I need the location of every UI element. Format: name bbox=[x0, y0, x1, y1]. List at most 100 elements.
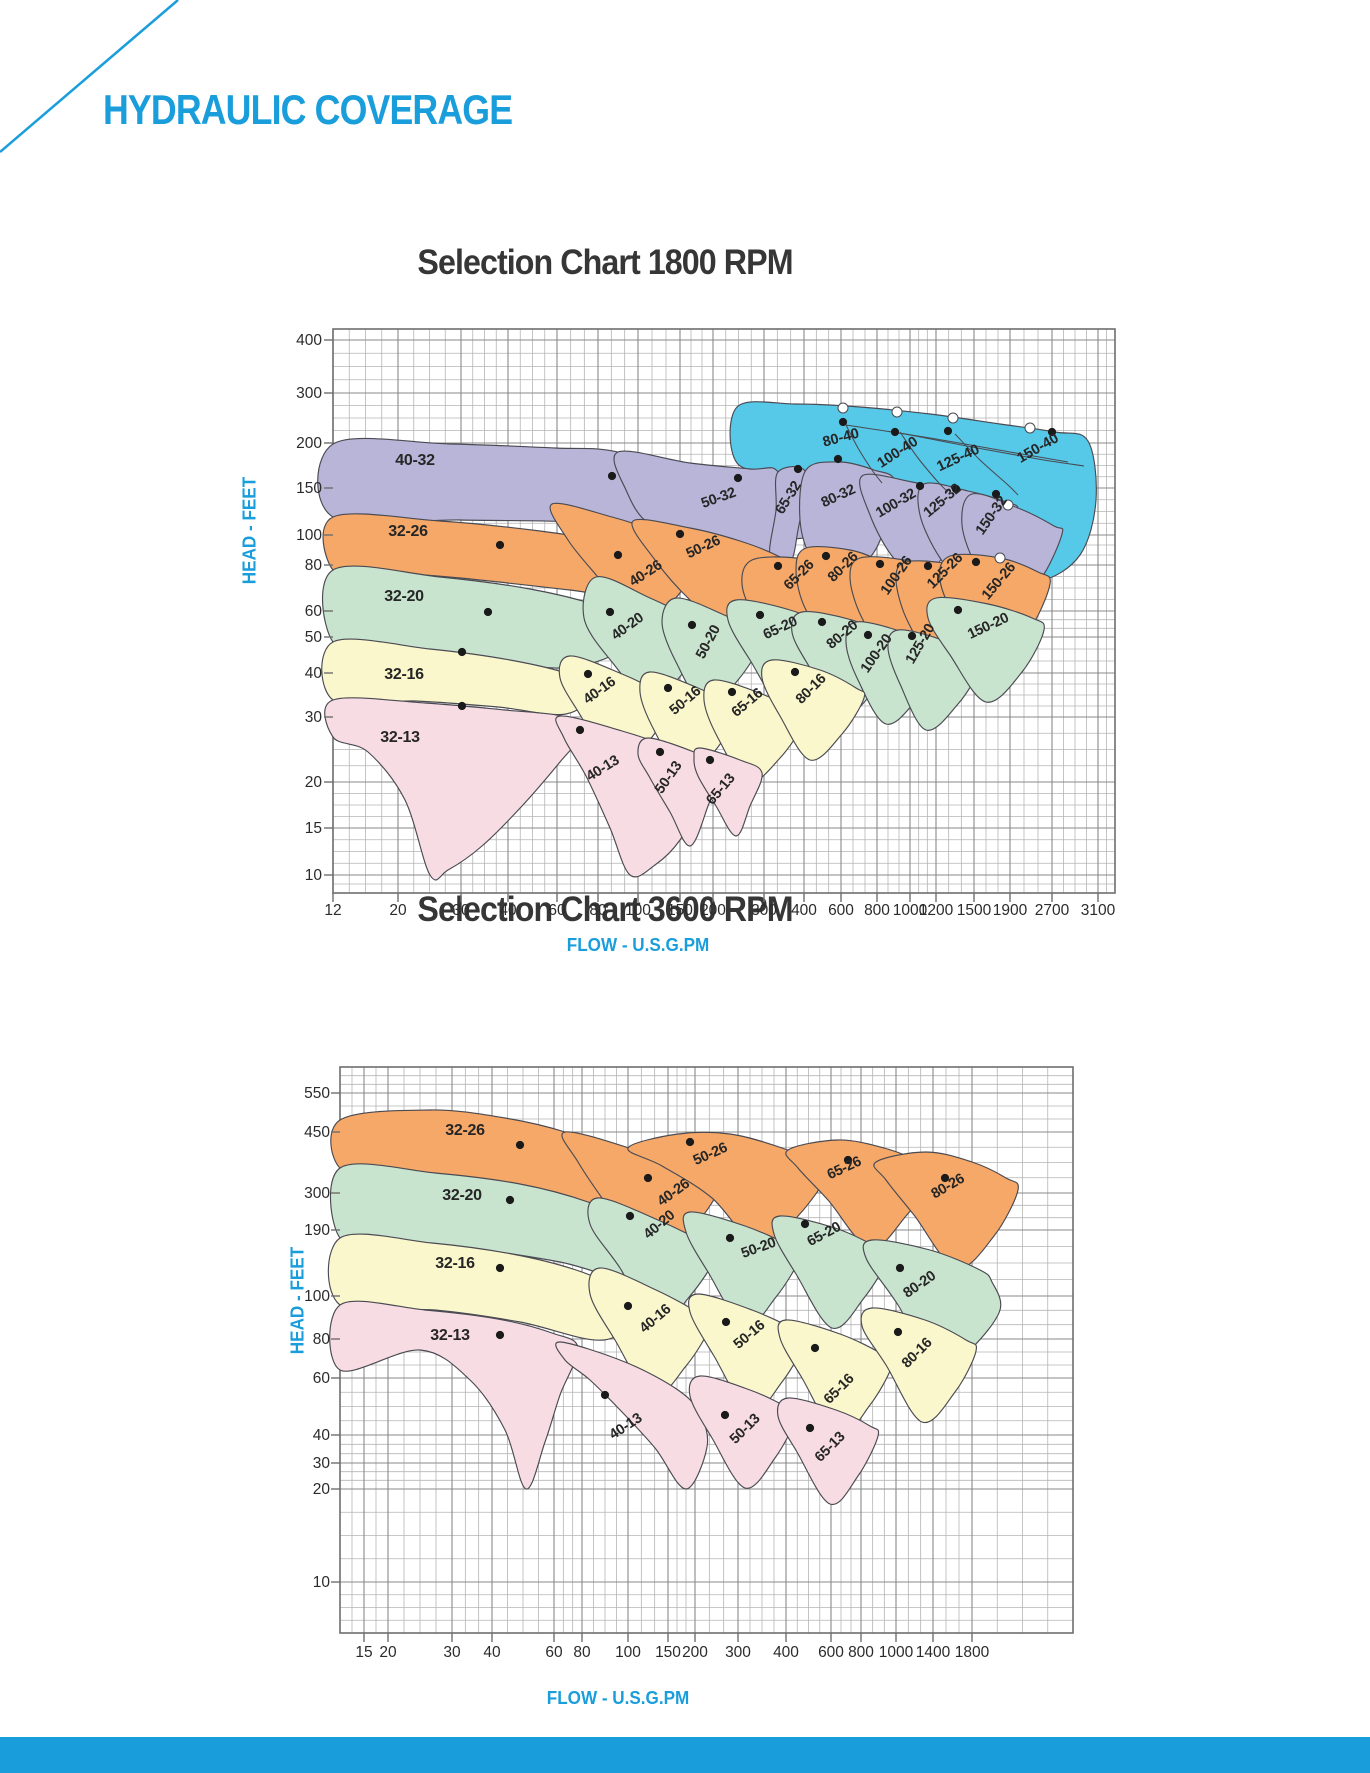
bep-dot bbox=[805, 1423, 815, 1433]
x-tick-label: 300 bbox=[751, 902, 777, 919]
x-tick-label: 1200 bbox=[919, 902, 954, 919]
y-tick-label: 100 bbox=[296, 527, 322, 544]
bep-dot bbox=[457, 647, 467, 657]
x-tick-label: 200 bbox=[682, 1644, 708, 1661]
x-tick-label: 400 bbox=[773, 1644, 799, 1661]
x-tick-label: 600 bbox=[828, 902, 854, 919]
x-tick-label: 20 bbox=[389, 902, 407, 919]
region-65-16 bbox=[777, 1319, 894, 1437]
bep-dot bbox=[600, 1390, 610, 1400]
bep-dot bbox=[607, 471, 617, 481]
bep-dot bbox=[721, 1317, 731, 1327]
bep-dot bbox=[790, 667, 800, 677]
region-label-32-16: 32-16 bbox=[435, 1255, 475, 1272]
x-tick-label: 30 bbox=[452, 902, 470, 919]
y-tick-label: 10 bbox=[305, 867, 323, 884]
x-tick-label: 100 bbox=[625, 902, 651, 919]
bep-dot bbox=[655, 747, 665, 757]
region-label-32-13: 32-13 bbox=[430, 1327, 470, 1344]
region-label-40-32: 40-32 bbox=[395, 452, 435, 469]
x-tick-label: 80 bbox=[589, 902, 607, 919]
region-40-16 bbox=[588, 1267, 712, 1397]
notch-marker bbox=[947, 412, 959, 424]
x-tick-label: 30 bbox=[443, 1644, 461, 1661]
x-tick-label: 1500 bbox=[957, 902, 992, 919]
bep-dot bbox=[605, 607, 615, 617]
bep-dot bbox=[575, 725, 585, 735]
x-tick-label: 1000 bbox=[893, 902, 928, 919]
x-tick-label: 20 bbox=[379, 1644, 397, 1661]
bep-dot bbox=[687, 620, 697, 630]
bep-dot bbox=[953, 605, 963, 615]
y-tick-label: 450 bbox=[304, 1124, 330, 1141]
bep-dot bbox=[940, 1173, 950, 1183]
chart1-y-axis-label: HEAD - FEET bbox=[239, 476, 260, 585]
y-tick-label: 50 bbox=[305, 629, 323, 646]
bep-dot bbox=[725, 1233, 735, 1243]
bep-dot bbox=[923, 561, 933, 571]
y-tick-label: 60 bbox=[305, 603, 323, 620]
bep-dot bbox=[623, 1301, 633, 1311]
bep-dot bbox=[675, 529, 685, 539]
bep-dot bbox=[895, 1263, 905, 1273]
region-label-32-26: 32-26 bbox=[445, 1122, 485, 1139]
bep-dot bbox=[643, 1173, 653, 1183]
bep-dot bbox=[613, 550, 623, 560]
diagonal-accent-line bbox=[0, 0, 179, 153]
region-80-26 bbox=[873, 1151, 1019, 1269]
x-tick-label: 300 bbox=[725, 1644, 751, 1661]
bep-dot bbox=[863, 630, 873, 640]
x-tick-label: 60 bbox=[548, 902, 566, 919]
bep-dot bbox=[943, 426, 953, 436]
x-tick-label: 1400 bbox=[916, 1644, 951, 1661]
region-label-32-20: 32-20 bbox=[442, 1187, 482, 1204]
bep-dot bbox=[515, 1140, 525, 1150]
region-label-32-20: 32-20 bbox=[384, 588, 424, 605]
bep-dot bbox=[755, 610, 765, 620]
region-50-20 bbox=[682, 1211, 802, 1328]
bep-dot bbox=[505, 1195, 515, 1205]
region-40-13 bbox=[555, 1341, 709, 1490]
bep-dot bbox=[915, 481, 925, 491]
y-tick-label: 300 bbox=[304, 1185, 330, 1202]
y-tick-label: 60 bbox=[313, 1370, 331, 1387]
y-tick-label: 40 bbox=[305, 665, 323, 682]
page-title: HYDRAULIC COVERAGE bbox=[103, 86, 513, 133]
y-tick-label: 300 bbox=[296, 385, 322, 402]
y-tick-label: 30 bbox=[305, 709, 323, 726]
bep-dot bbox=[625, 1211, 635, 1221]
x-tick-label: 1900 bbox=[993, 902, 1028, 919]
region-label-32-16: 32-16 bbox=[384, 666, 424, 683]
bep-dot bbox=[720, 1410, 730, 1420]
y-tick-label: 190 bbox=[304, 1222, 330, 1239]
region-32-13 bbox=[324, 697, 587, 881]
bep-dot bbox=[733, 473, 743, 483]
bep-dot bbox=[817, 617, 827, 627]
bep-dot bbox=[890, 427, 900, 437]
x-tick-label: 600 bbox=[818, 1644, 844, 1661]
bep-dot bbox=[705, 755, 715, 765]
notch-marker bbox=[891, 406, 903, 418]
notch-marker bbox=[994, 552, 1006, 564]
x-tick-label: 2700 bbox=[1035, 902, 1070, 919]
x-tick-label: 100 bbox=[615, 1644, 641, 1661]
chart1-title: Selection Chart 1800 RPM bbox=[417, 243, 793, 282]
bep-dot bbox=[971, 557, 981, 567]
x-tick-label: 60 bbox=[545, 1644, 563, 1661]
notch-marker bbox=[837, 402, 849, 414]
y-tick-label: 80 bbox=[313, 1331, 331, 1348]
bep-dot bbox=[893, 1327, 903, 1337]
x-tick-label: 1800 bbox=[955, 1644, 990, 1661]
region-65-13 bbox=[693, 747, 763, 837]
x-tick-label: 150 bbox=[655, 1644, 681, 1661]
notch-marker bbox=[1002, 499, 1014, 511]
bep-dot bbox=[991, 489, 1001, 499]
bep-dot bbox=[793, 464, 803, 474]
bep-dot bbox=[800, 1219, 810, 1229]
y-tick-label: 10 bbox=[313, 1574, 331, 1591]
